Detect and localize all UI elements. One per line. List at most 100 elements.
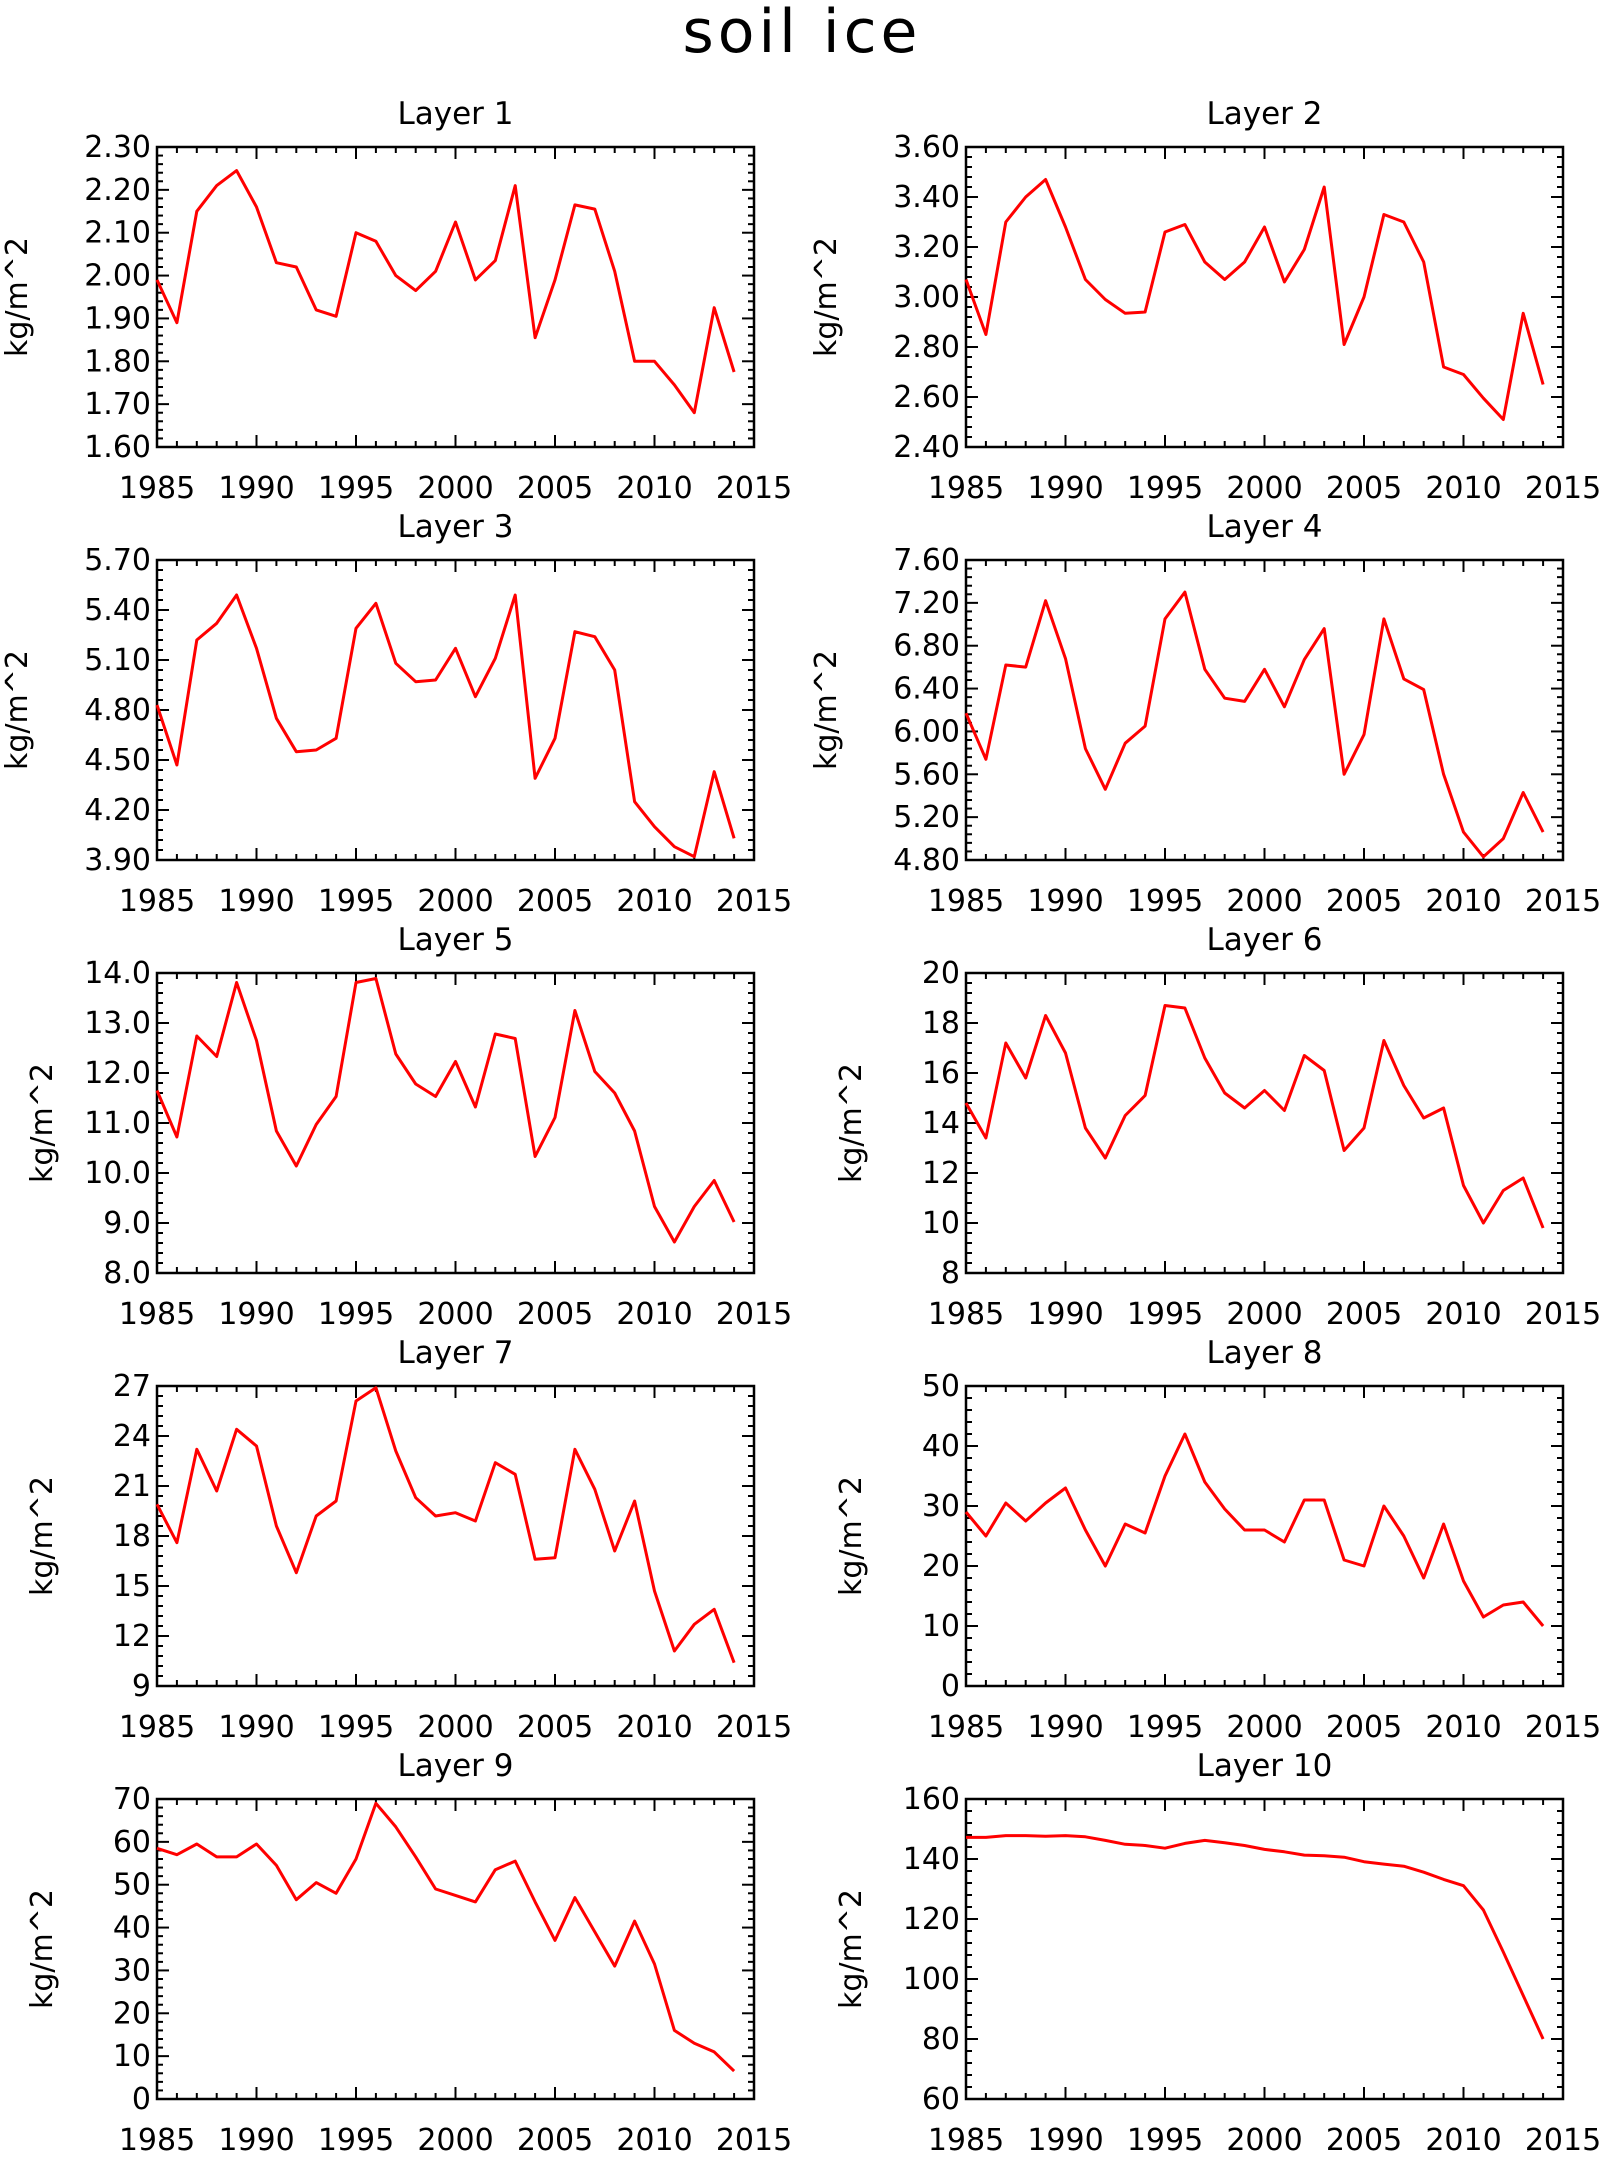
x-tick-label: 2000 xyxy=(417,1297,493,1332)
series-line xyxy=(964,1004,1545,1229)
y-tick-label: 30 xyxy=(113,1953,151,1988)
y-tick-label: 4.20 xyxy=(84,793,151,828)
x-tick-label: 2005 xyxy=(1326,2123,1402,2158)
x-tick-label: 2010 xyxy=(1425,1297,1501,1332)
y-tick-label: 4.80 xyxy=(84,693,151,728)
panel-title: Layer 5 xyxy=(397,922,513,958)
x-tick-label: 1990 xyxy=(1027,2123,1103,2158)
y-tick-label: 10 xyxy=(113,2039,151,2074)
x-tick-label: 2010 xyxy=(616,2123,692,2158)
y-tick-label: 5.60 xyxy=(893,757,960,792)
y-tick-label: 2.30 xyxy=(84,130,151,165)
x-tick-label: 2010 xyxy=(1425,471,1501,506)
panel-title: Layer 8 xyxy=(1206,1335,1322,1371)
x-tick-label: 2015 xyxy=(1525,1297,1601,1332)
y-tick-label: 24 xyxy=(113,1419,151,1454)
panel-title: Layer 7 xyxy=(397,1335,513,1371)
y-tick-label: 15 xyxy=(113,1569,151,1604)
y-tick-label: 1.60 xyxy=(84,430,151,465)
y-tick-label: 40 xyxy=(922,1429,960,1464)
y-tick-label: 14.0 xyxy=(84,956,151,991)
x-tick-label: 2000 xyxy=(417,2123,493,2158)
x-tick-label: 1990 xyxy=(1027,471,1103,506)
series-line xyxy=(964,178,1545,421)
x-tick-label: 1995 xyxy=(318,884,394,919)
x-tick-label: 2000 xyxy=(1226,1710,1302,1745)
x-tick-label: 2005 xyxy=(1326,1297,1402,1332)
x-tick-label: 2015 xyxy=(716,1297,792,1332)
series-line xyxy=(155,1386,736,1664)
y-tick-label: 21 xyxy=(113,1469,151,1504)
y-tick-label: 5.20 xyxy=(893,800,960,835)
panel-title: Layer 10 xyxy=(1197,1748,1333,1784)
chart-panel-8: Layer 8 1985 1990 1995 2000 2005 2010 2015 0 10 20… xyxy=(834,1335,1601,1745)
x-tick-label: 1995 xyxy=(318,1710,394,1745)
x-tick-label: 1985 xyxy=(119,1297,195,1332)
y-tick-label: 160 xyxy=(903,1782,960,1817)
plot-frame xyxy=(155,145,756,449)
x-tick-label: 2005 xyxy=(1326,471,1402,506)
y-tick-label: 40 xyxy=(113,1911,151,1946)
series-line xyxy=(155,593,736,859)
x-tick-label: 2000 xyxy=(417,884,493,919)
x-tick-label: 1995 xyxy=(318,1297,394,1332)
y-tick-label: 18 xyxy=(113,1519,151,1554)
x-tick-label: 1990 xyxy=(218,2123,294,2158)
y-tick-label: 6.40 xyxy=(893,672,960,707)
panel-title: Layer 2 xyxy=(1206,96,1322,132)
y-tick-label: 20 xyxy=(922,956,960,991)
y-tick-label: 10.0 xyxy=(84,1156,151,1191)
y-tick-label: 50 xyxy=(922,1369,960,1404)
x-tick-label: 2005 xyxy=(1326,884,1402,919)
series-line xyxy=(155,169,736,415)
y-tick-label: 18 xyxy=(922,1006,960,1041)
y-tick-label: 4.50 xyxy=(84,743,151,778)
y-tick-label: 60 xyxy=(113,1825,151,1860)
y-tick-label: 7.20 xyxy=(893,586,960,621)
x-tick-label: 2005 xyxy=(1326,1710,1402,1745)
y-tick-label: 70 xyxy=(113,1782,151,1817)
x-tick-label: 1990 xyxy=(218,1710,294,1745)
y-tick-label: 3.20 xyxy=(893,230,960,265)
y-tick-label: 12.0 xyxy=(84,1056,151,1091)
plot-frame xyxy=(964,145,1565,449)
x-tick-label: 1990 xyxy=(218,471,294,506)
x-tick-label: 2005 xyxy=(517,471,593,506)
x-tick-label: 2010 xyxy=(616,471,692,506)
y-axis-label: kg/m^2 xyxy=(834,1063,869,1183)
chart-panel-5: Layer 5 1985 1990 1995 2000 2005 2010 2015 8.0 9.… xyxy=(25,922,792,1332)
y-tick-label: 60 xyxy=(922,2082,960,2117)
y-tick-label: 5.70 xyxy=(84,543,151,578)
y-axis-label: kg/m^2 xyxy=(834,1476,869,1596)
x-tick-label: 1995 xyxy=(1127,1710,1203,1745)
y-tick-label: 16 xyxy=(922,1056,960,1091)
y-tick-label: 12 xyxy=(922,1156,960,1191)
y-tick-label: 20 xyxy=(113,1996,151,2031)
y-axis-label: kg/m^2 xyxy=(834,1889,869,2009)
series-line xyxy=(966,1834,1545,2040)
x-tick-label: 2000 xyxy=(1226,1297,1302,1332)
x-tick-label: 2000 xyxy=(417,471,493,506)
y-tick-label: 2.60 xyxy=(893,380,960,415)
x-tick-label: 1995 xyxy=(1127,471,1203,506)
y-tick-label: 2.20 xyxy=(84,173,151,208)
y-tick-label: 2.80 xyxy=(893,330,960,365)
y-tick-label: 20 xyxy=(922,1549,960,1584)
x-tick-label: 1995 xyxy=(1127,2123,1203,2158)
plot-frame xyxy=(964,971,1565,1275)
y-tick-label: 7.60 xyxy=(893,543,960,578)
y-tick-label: 9.0 xyxy=(103,1206,151,1241)
plot-frame xyxy=(964,1797,1565,2101)
x-tick-label: 1985 xyxy=(928,1710,1004,1745)
y-tick-label: 5.10 xyxy=(84,643,151,678)
y-axis-label: kg/m^2 xyxy=(25,1476,60,1596)
x-tick-label: 2015 xyxy=(1525,2123,1601,2158)
y-axis-label: kg/m^2 xyxy=(809,650,844,770)
chart-panel-6: Layer 6 1985 1990 1995 2000 2005 2010 2015 8 10 12… xyxy=(834,922,1601,1332)
y-tick-label: 3.90 xyxy=(84,843,151,878)
y-tick-label: 0 xyxy=(132,2082,151,2117)
x-tick-label: 1985 xyxy=(119,884,195,919)
plot-frame xyxy=(155,1384,756,1688)
